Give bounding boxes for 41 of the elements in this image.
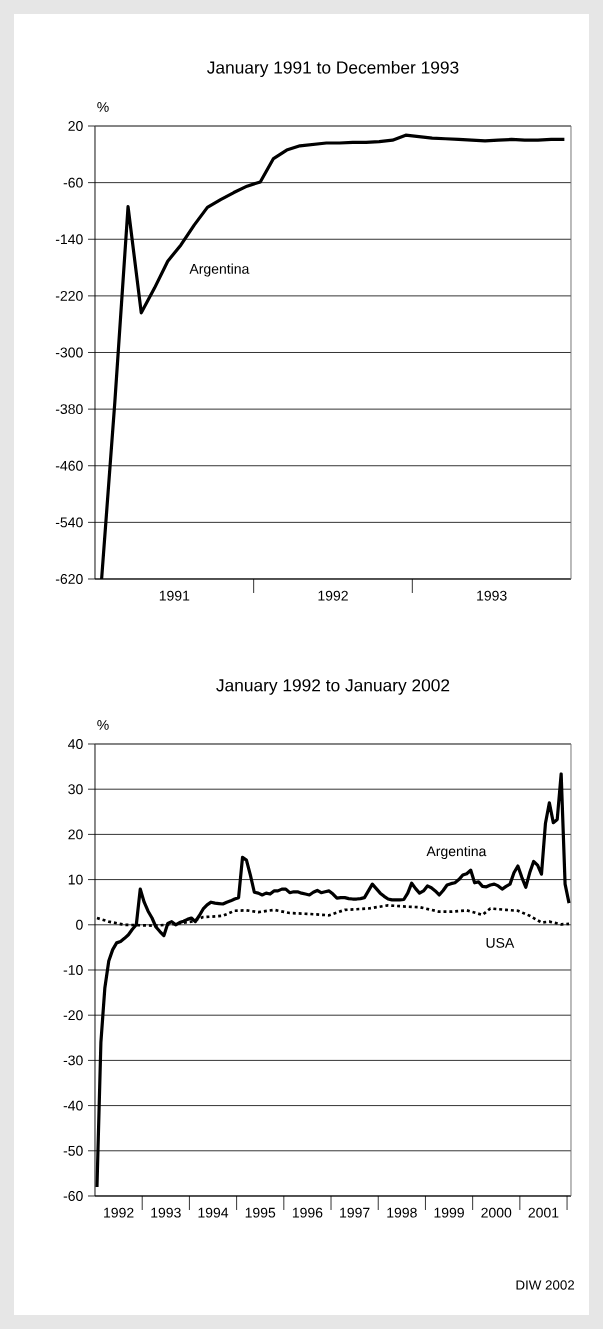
x-tick-label: 1998 bbox=[387, 1207, 417, 1218]
x-tick-label: 1992 bbox=[318, 590, 348, 601]
series-label: USA bbox=[486, 937, 515, 948]
x-tick-label: 2001 bbox=[528, 1207, 559, 1218]
y-tick-label: -300 bbox=[55, 347, 83, 358]
y-tick-label: 40 bbox=[68, 739, 83, 749]
x-tick-label: 1991 bbox=[159, 590, 190, 601]
y-tick-label: -10 bbox=[63, 965, 83, 975]
y-tick-label: 20 bbox=[68, 829, 83, 840]
x-tick-label: 1995 bbox=[245, 1207, 276, 1218]
y-tick-label: -620 bbox=[55, 574, 83, 584]
x-tick-label: 1996 bbox=[292, 1207, 323, 1218]
y-tick-label: 20 bbox=[68, 121, 83, 131]
y-tick-label: -220 bbox=[55, 290, 83, 301]
y-tick-label: -40 bbox=[63, 1100, 83, 1111]
x-tick-label: 1992 bbox=[104, 1207, 134, 1218]
y-tick-label: -140 bbox=[55, 234, 83, 245]
y-tick-label: -20 bbox=[63, 1010, 83, 1021]
y-tick-label: 0 bbox=[76, 919, 83, 930]
x-tick-label: 1999 bbox=[434, 1207, 464, 1218]
y-tick-label: 30 bbox=[68, 784, 83, 795]
x-tick-label: 1993 bbox=[477, 590, 507, 601]
chart-title: January 1991 to December 1993 bbox=[207, 60, 459, 78]
y-tick-label: -60 bbox=[63, 1191, 83, 1201]
series-label: Argentina bbox=[426, 845, 487, 859]
x-tick-label: 2000 bbox=[481, 1207, 512, 1218]
series-label: Argentina bbox=[189, 263, 250, 277]
y-tick-label: -50 bbox=[63, 1145, 83, 1156]
y-tick-label: -380 bbox=[55, 404, 83, 415]
y-tick-label: 10 bbox=[68, 874, 83, 885]
y-tick-label: -30 bbox=[63, 1055, 83, 1066]
x-tick-label: 1997 bbox=[340, 1207, 370, 1218]
x-tick-label: 1994 bbox=[198, 1207, 229, 1218]
y-tick-label: -540 bbox=[55, 517, 83, 528]
text: DIW 2002 bbox=[516, 1280, 575, 1290]
y-tick-label: -460 bbox=[55, 460, 83, 471]
x-tick-label: 1993 bbox=[151, 1207, 181, 1218]
chart-title: January 1992 to January 2002 bbox=[216, 679, 450, 695]
y-tick-label: -60 bbox=[63, 177, 83, 188]
y-axis-title: % bbox=[97, 720, 109, 730]
y-axis-title: % bbox=[97, 102, 109, 112]
